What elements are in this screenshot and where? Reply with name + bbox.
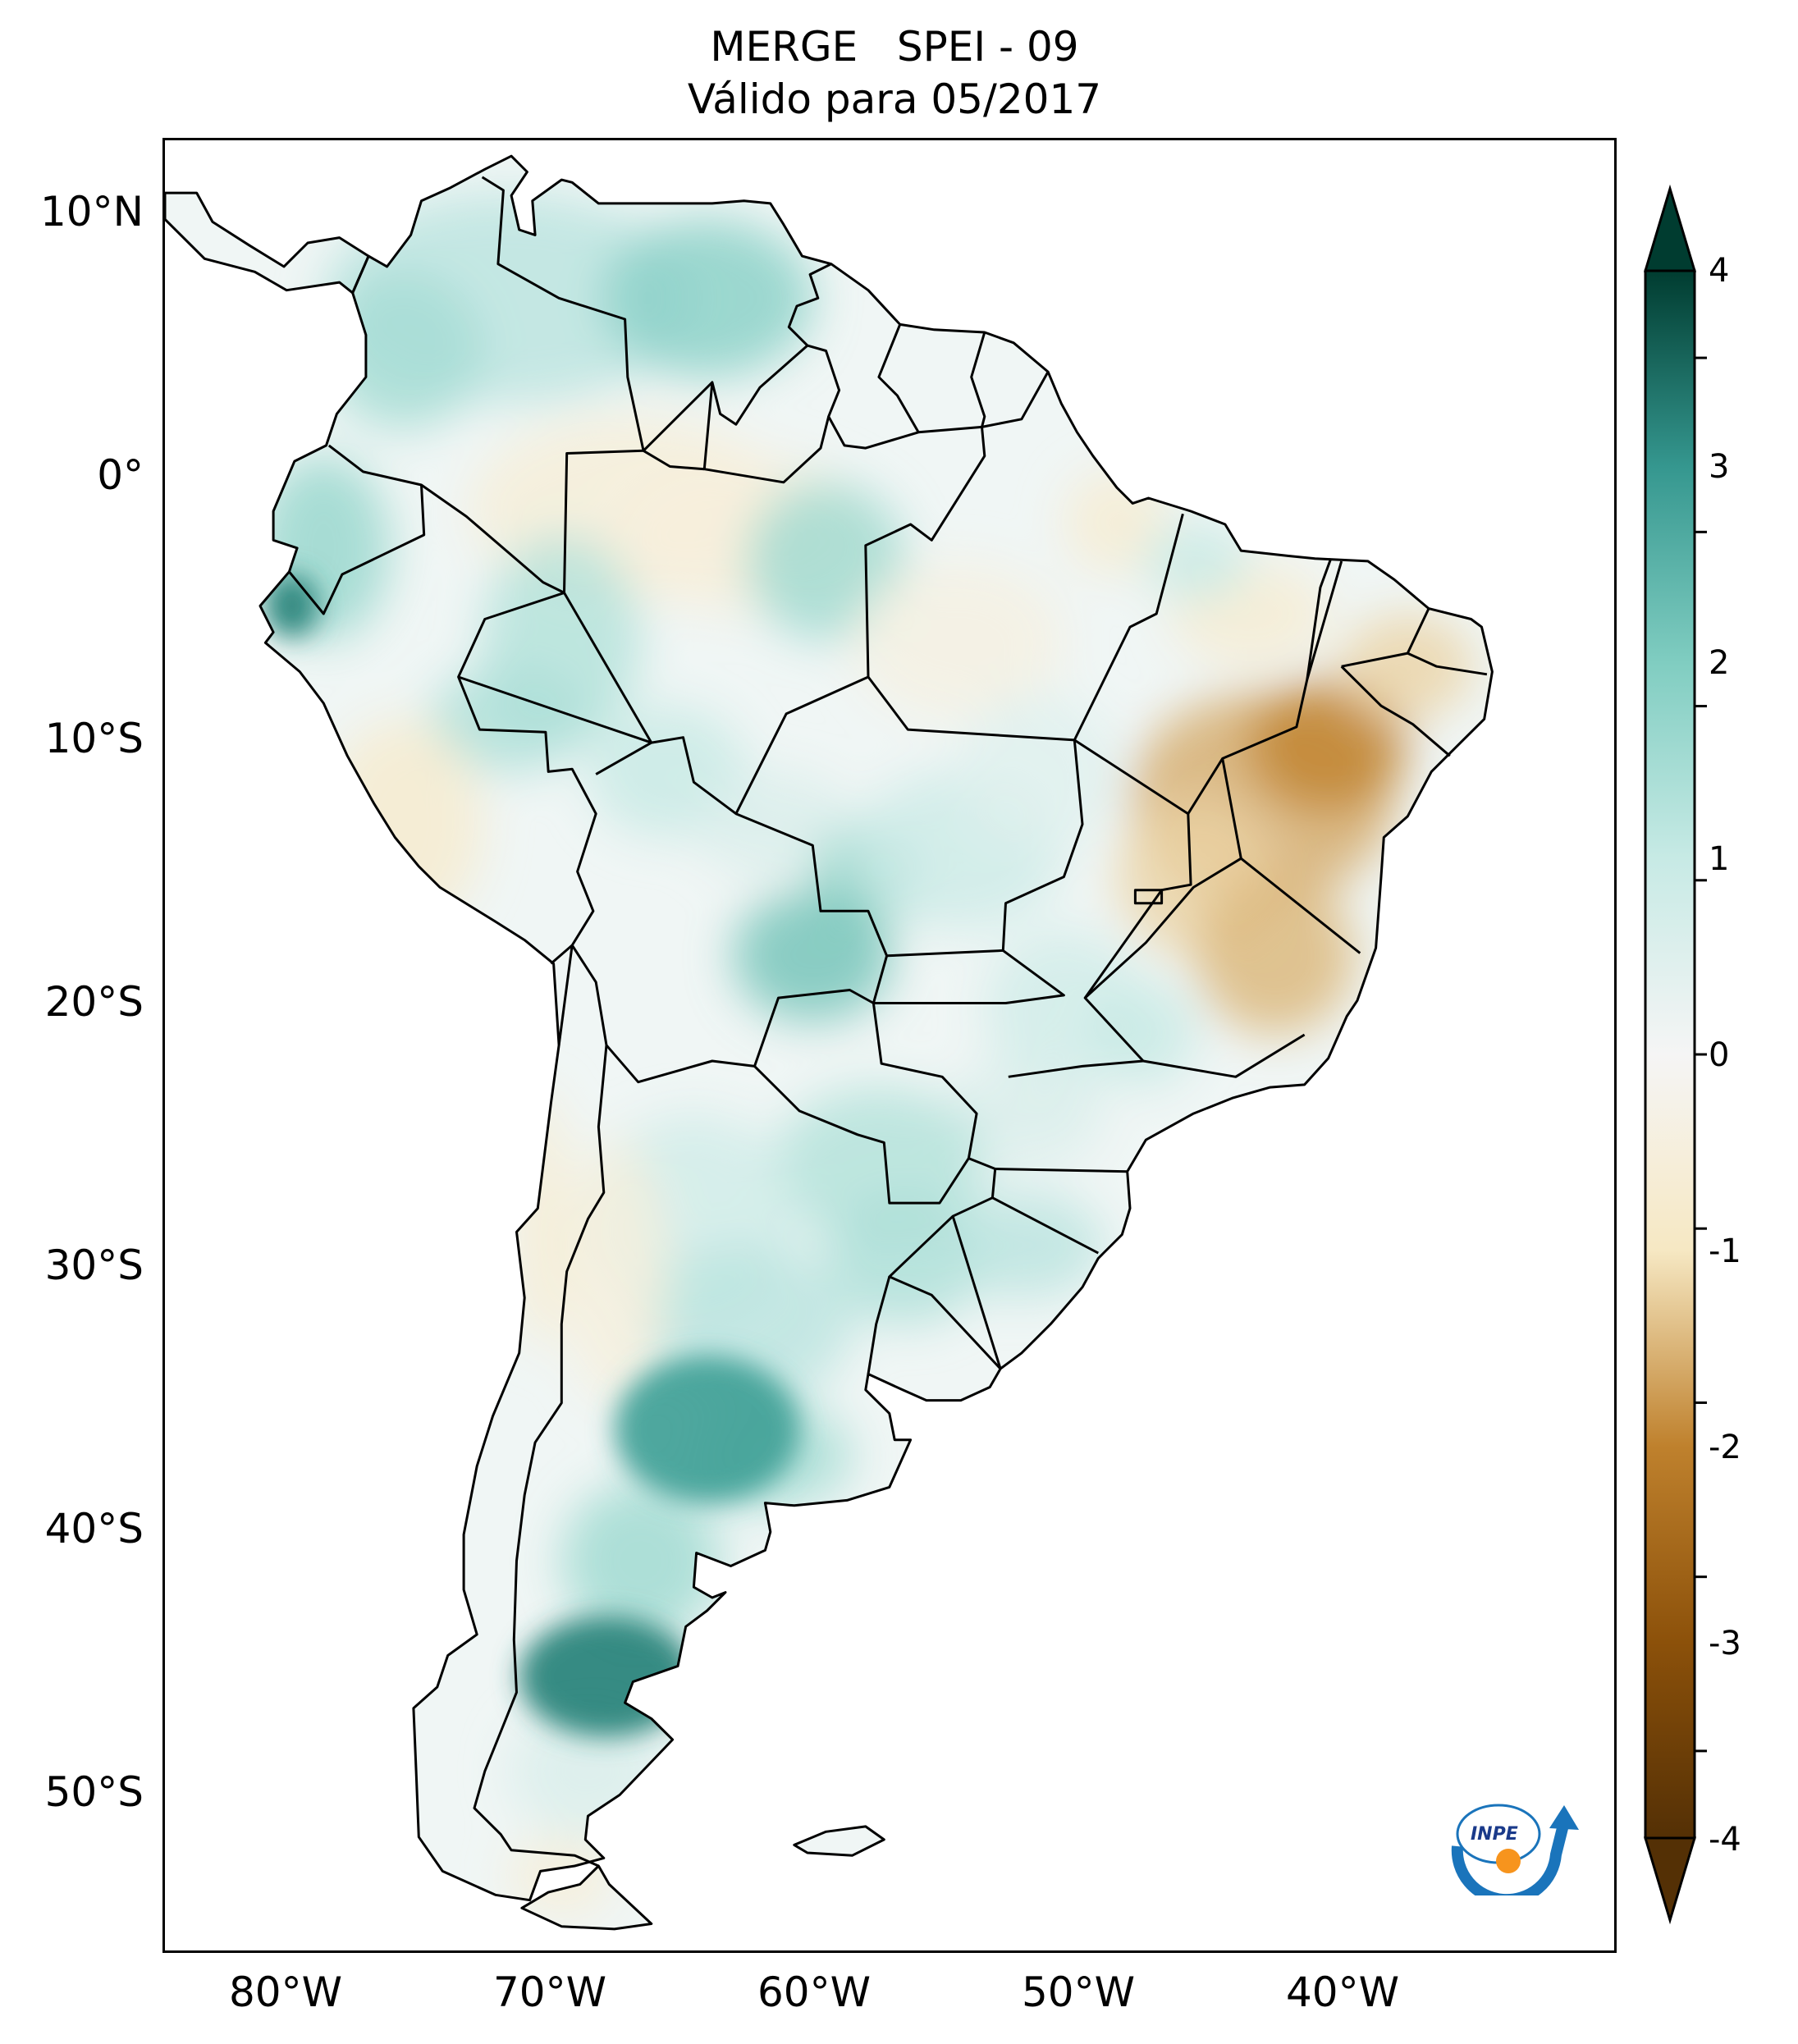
country-state-border [557, 944, 574, 1045]
lat-tick-label: 30°S [44, 1241, 144, 1289]
lat-tick-label: 40°S [44, 1505, 144, 1552]
lon-tick-label: 40°W [1286, 1969, 1400, 2016]
spei-anomaly-patch [1341, 614, 1474, 720]
country-state-border [864, 427, 986, 678]
country-state-border [1340, 665, 1451, 757]
country-state-border [643, 344, 808, 452]
colorbar-tick-label: -1 [1709, 1232, 1741, 1270]
country-state-border [1187, 560, 1343, 815]
spei-anomaly-patch [958, 693, 1117, 851]
country-state-border [1073, 513, 1184, 741]
lat-tick-label: 10°N [39, 188, 144, 235]
lat-tick-label: 50°S [44, 1768, 144, 1816]
colorbar-tick-label: 0 [1709, 1036, 1730, 1074]
country-state-border [1073, 738, 1192, 999]
spei-anomaly-patch [614, 1356, 800, 1503]
country-state-border [1406, 607, 1430, 654]
colorbar-tick-label: -4 [1709, 1821, 1741, 1859]
tierra-del-fuego-coastline [520, 1864, 653, 1931]
country-state-border [1221, 758, 1361, 954]
country-state-border [995, 1168, 1128, 1173]
country-state-border [873, 739, 1084, 1004]
lon-tick-label: 70°W [493, 1969, 607, 2016]
map-canvas [165, 154, 1494, 1931]
spei-anomaly-patch [1143, 521, 1249, 601]
country-state-border [753, 1003, 978, 1205]
distrito-federal-border [1133, 889, 1164, 905]
colorbar [1643, 184, 1707, 1925]
country-state-border [570, 736, 889, 1084]
spei-anomaly-patch [733, 889, 892, 1022]
inpe-logo: INPE [1451, 1804, 1579, 1895]
country-state-border [563, 592, 653, 743]
colorbar-tick-label: -2 [1709, 1429, 1741, 1466]
country-state-border [807, 344, 1050, 450]
lat-tick-label: 0° [97, 451, 144, 499]
falklands-coastline [793, 1825, 885, 1857]
spei-anomaly-patch [852, 560, 1064, 720]
spei-anomaly-patch [323, 272, 483, 430]
lon-tick-label: 60°W [757, 1969, 872, 2016]
spei-anomaly-patch [945, 1192, 1104, 1298]
spei-anomaly-patch [561, 1481, 721, 1640]
country-state-border [886, 949, 1004, 958]
lon-tick-label: 80°W [229, 1969, 343, 2016]
colorbar-tick-label: 1 [1709, 840, 1730, 878]
colorbar-tick-label: 4 [1709, 252, 1730, 290]
spei-anomaly-patch [514, 1087, 567, 1351]
country-state-border [1341, 652, 1488, 676]
spei-anomaly-patch [265, 574, 318, 638]
colorbar-gradient [1645, 271, 1695, 1838]
country-state-border [457, 591, 597, 965]
colorbar-tick-label: 2 [1709, 644, 1730, 682]
spei-anomaly-patch [1248, 679, 1408, 812]
colorbar-extend-max [1643, 184, 1697, 272]
map-panel[interactable] [162, 138, 1617, 1953]
country-state-border [991, 1196, 1099, 1255]
country-state-border [867, 1276, 891, 1374]
spei-anomaly-patch [519, 1616, 694, 1737]
country-state-border [787, 263, 832, 347]
country-state-border [643, 450, 705, 471]
country-state-border [970, 332, 986, 428]
lon-tick-label: 50°W [1022, 1969, 1136, 2016]
country-state-border [1008, 1059, 1144, 1078]
country-state-border [481, 176, 645, 593]
logo-text: INPE [1471, 1824, 1518, 1845]
country-state-border [288, 484, 426, 615]
spei-anomaly-patch [508, 1836, 615, 1916]
spei-anomaly-patch [945, 1061, 1104, 1167]
lat-tick-label: 10°S [44, 715, 144, 762]
map-subtitle: Válido para 05/2017 [687, 75, 1102, 123]
colorbar-tick-label: -3 [1709, 1625, 1741, 1662]
country-state-border [951, 1215, 1002, 1370]
central-america-coastline [165, 191, 370, 295]
colorbar-extend-min [1643, 1836, 1697, 1925]
spei-anomaly-patch [561, 1140, 668, 1403]
country-state-border [877, 323, 920, 433]
country-state-border [1083, 857, 1306, 1078]
country-state-border [473, 1045, 608, 1868]
country-state-border [327, 444, 565, 594]
lat-tick-label: 20°S [44, 978, 144, 1026]
spei-anomaly-patch [1196, 876, 1355, 1035]
country-state-border [1306, 558, 1333, 680]
spei-anomaly-patch [601, 219, 813, 377]
spei-anomaly-patch [1090, 981, 1196, 1088]
country-state-border [458, 675, 652, 744]
colorbar-tick-label: 3 [1709, 448, 1730, 486]
spei-anomaly-patch [429, 666, 588, 772]
country-state-border [702, 382, 830, 484]
map-title: MERGE SPEI - 09 [710, 23, 1079, 71]
